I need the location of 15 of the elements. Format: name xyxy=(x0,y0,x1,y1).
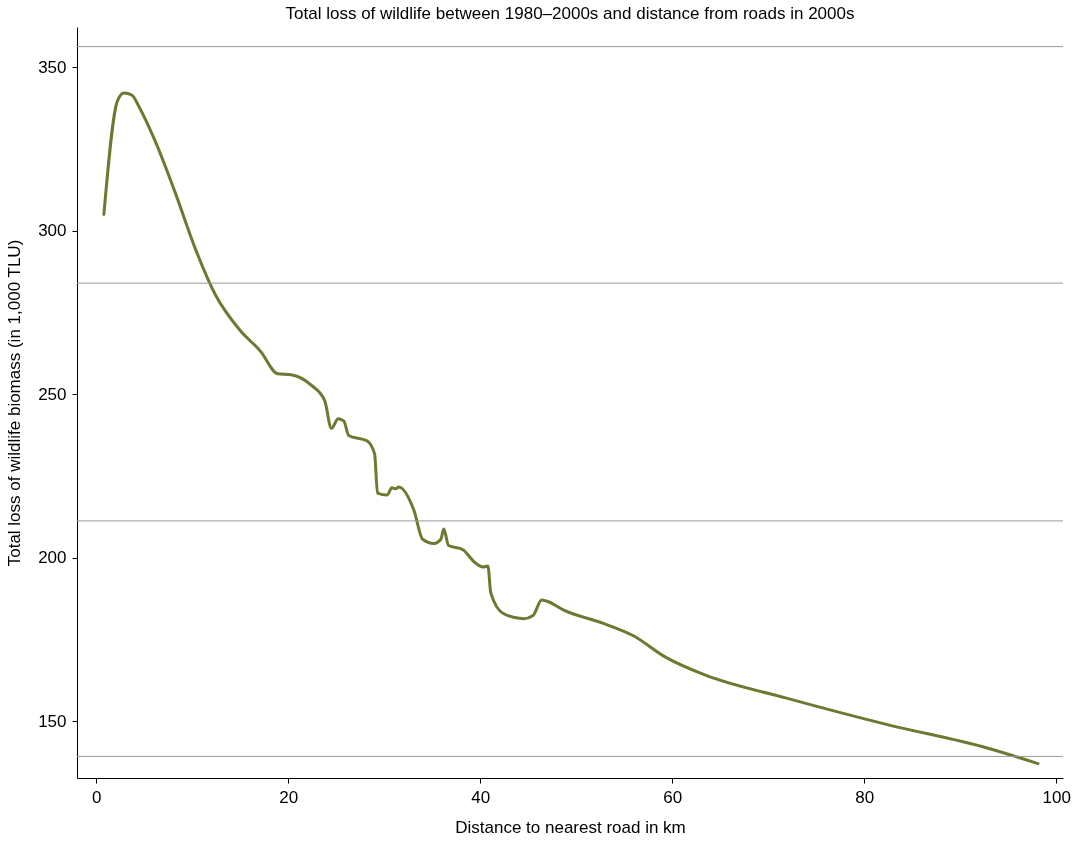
line-series xyxy=(102,91,1040,766)
y-tick-label: 200 xyxy=(38,548,67,568)
y-axis-title: Total loss of wildlife biomass (in 1,000 TLU) xyxy=(5,239,25,567)
chart-title: Total loss of wildlife between 1980–2000s and distance from roads in 2000s xyxy=(285,4,855,23)
x-tick-label: 60 xyxy=(663,787,683,807)
x-tick-label: 0 xyxy=(91,787,102,807)
x-tick-label: 20 xyxy=(279,787,299,807)
x-tick-label: 80 xyxy=(855,787,875,807)
x-tick-label: 40 xyxy=(471,787,491,807)
y-tick-label: 300 xyxy=(38,221,67,241)
x-tick-label: 100 xyxy=(1042,787,1071,807)
y-tick-label: 250 xyxy=(38,384,67,404)
y-tick-label: 150 xyxy=(38,711,67,731)
y-tick-label: 350 xyxy=(38,57,67,77)
x-axis-title: Distance to nearest road in km xyxy=(455,817,686,837)
